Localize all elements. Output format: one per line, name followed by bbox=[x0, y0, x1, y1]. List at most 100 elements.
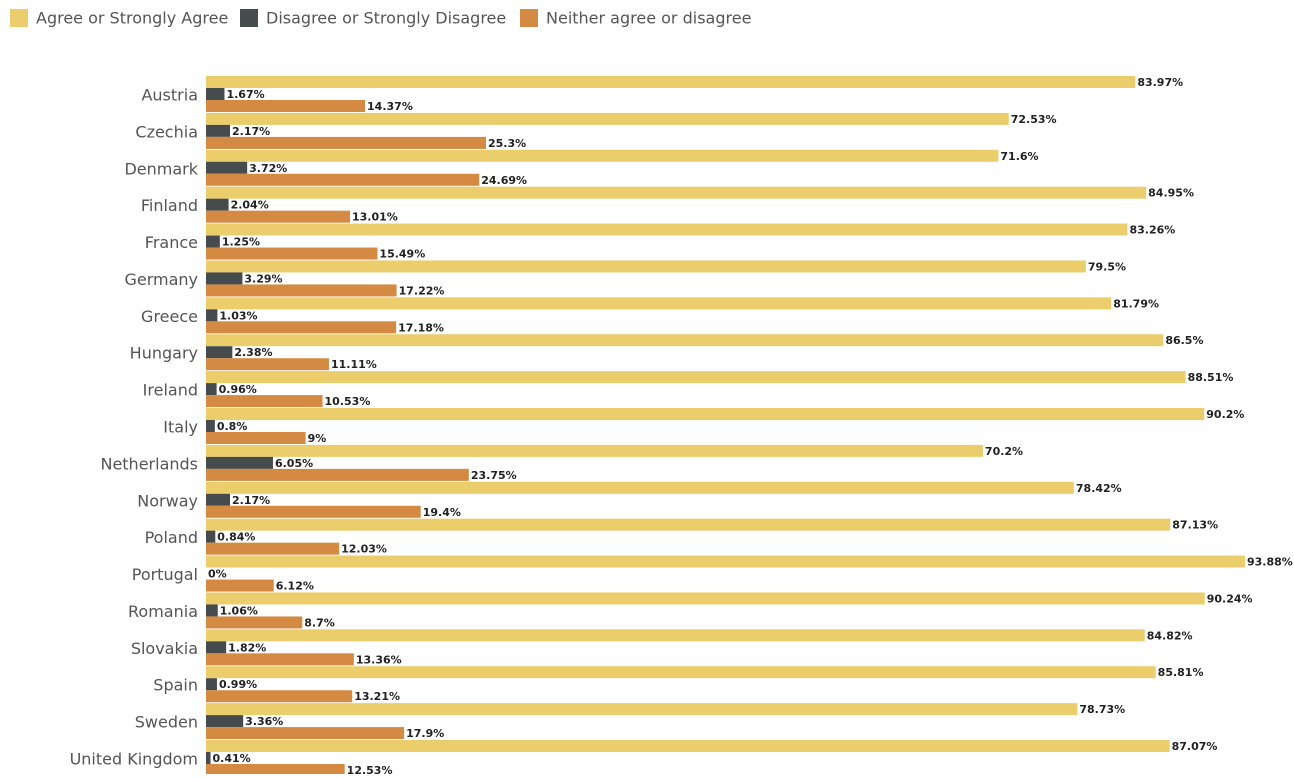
bar bbox=[206, 727, 405, 740]
value-label: 0.96% bbox=[219, 383, 257, 396]
value-label: 1.25% bbox=[222, 236, 260, 249]
bar bbox=[206, 395, 323, 408]
bar bbox=[206, 740, 1170, 752]
value-label: 87.07% bbox=[1172, 740, 1218, 753]
value-label: 10.53% bbox=[325, 395, 371, 408]
value-label: 6.12% bbox=[276, 580, 314, 593]
bar bbox=[206, 210, 350, 223]
bar bbox=[206, 690, 353, 703]
value-label: 12.53% bbox=[347, 764, 393, 774]
category-label: Sweden bbox=[135, 713, 198, 732]
value-label: 13.36% bbox=[356, 653, 402, 666]
value-label: 2.04% bbox=[231, 199, 269, 212]
value-label: 1.82% bbox=[228, 641, 266, 654]
value-label: 17.22% bbox=[399, 284, 445, 297]
bar bbox=[206, 592, 1205, 605]
bar bbox=[206, 247, 378, 260]
bar bbox=[206, 456, 273, 469]
category-label: Netherlands bbox=[100, 454, 198, 473]
bar bbox=[206, 555, 1245, 568]
bar bbox=[206, 186, 1147, 199]
bar bbox=[206, 161, 248, 174]
bar bbox=[206, 616, 303, 629]
category-label: Ireland bbox=[143, 381, 198, 400]
category-label: Austria bbox=[141, 86, 198, 105]
value-label: 13.01% bbox=[352, 211, 398, 224]
value-label: 14.37% bbox=[367, 100, 413, 113]
value-label: 72.53% bbox=[1011, 113, 1057, 126]
value-label: 83.97% bbox=[1137, 76, 1183, 89]
value-label: 3.29% bbox=[244, 272, 282, 285]
category-label: Hungary bbox=[130, 344, 198, 363]
value-label: 1.03% bbox=[219, 309, 257, 322]
bar bbox=[206, 260, 1086, 273]
bar bbox=[206, 752, 211, 764]
bar bbox=[206, 124, 231, 137]
value-label: 3.72% bbox=[249, 162, 287, 175]
category-label: Slovakia bbox=[131, 639, 198, 658]
value-label: 86.5% bbox=[1165, 334, 1203, 347]
bar bbox=[206, 481, 1074, 494]
legend-swatch bbox=[240, 9, 258, 27]
bar bbox=[206, 530, 216, 543]
bar bbox=[206, 100, 366, 112]
bar bbox=[206, 764, 345, 776]
bar bbox=[206, 88, 225, 100]
category-label: Poland bbox=[145, 528, 198, 547]
category-label: Norway bbox=[137, 491, 198, 510]
bar bbox=[206, 444, 983, 457]
value-label: 3.36% bbox=[245, 715, 283, 728]
bar bbox=[206, 468, 469, 481]
bar bbox=[206, 334, 1164, 347]
legend-label: Neither agree or disagree bbox=[546, 9, 751, 28]
category-label: Spain bbox=[153, 676, 198, 695]
category-label: Portugal bbox=[132, 565, 198, 584]
bar bbox=[206, 149, 999, 162]
category-label: Germany bbox=[124, 270, 198, 289]
category-label: France bbox=[145, 233, 198, 252]
bar bbox=[206, 76, 1136, 88]
value-label: 93.88% bbox=[1247, 556, 1293, 569]
bar bbox=[206, 505, 421, 518]
value-label: 88.51% bbox=[1188, 371, 1234, 384]
legend-swatch bbox=[10, 9, 28, 27]
value-label: 17.9% bbox=[406, 727, 444, 740]
bar bbox=[206, 309, 218, 322]
value-label: 8.7% bbox=[304, 616, 335, 629]
value-label: 15.49% bbox=[379, 248, 425, 261]
value-label: 17.18% bbox=[398, 321, 444, 334]
category-label: Czechia bbox=[135, 122, 198, 141]
legend-label: Agree or Strongly Agree bbox=[36, 9, 228, 28]
value-label: 2.38% bbox=[234, 346, 272, 359]
bar bbox=[206, 518, 1171, 531]
value-label: 12.03% bbox=[341, 543, 387, 556]
value-label: 11.11% bbox=[331, 358, 377, 371]
bar bbox=[206, 579, 274, 592]
value-label: 70.2% bbox=[985, 445, 1023, 458]
value-label: 79.5% bbox=[1088, 260, 1126, 273]
value-label: 78.42% bbox=[1076, 482, 1122, 495]
value-label: 84.82% bbox=[1147, 629, 1193, 642]
value-label: 25.3% bbox=[488, 137, 526, 150]
bar bbox=[206, 629, 1145, 642]
bar bbox=[206, 432, 306, 444]
bar bbox=[206, 198, 229, 211]
bar bbox=[206, 641, 227, 654]
category-label: Greece bbox=[141, 307, 198, 326]
bar bbox=[206, 346, 233, 359]
bar bbox=[206, 653, 354, 666]
category-label: Denmark bbox=[124, 159, 198, 178]
value-label: 13.21% bbox=[354, 690, 400, 703]
bar bbox=[206, 112, 1009, 125]
value-label: 90.2% bbox=[1206, 408, 1244, 421]
value-label: 0.41% bbox=[213, 752, 251, 765]
value-label: 0% bbox=[208, 568, 227, 581]
value-label: 24.69% bbox=[481, 174, 527, 187]
value-label: 2.17% bbox=[232, 494, 270, 507]
bar bbox=[206, 715, 244, 728]
value-label: 78.73% bbox=[1079, 703, 1125, 716]
value-label: 84.95% bbox=[1148, 187, 1194, 200]
legend-label: Disagree or Strongly Disagree bbox=[266, 9, 506, 28]
value-label: 87.13% bbox=[1172, 519, 1218, 532]
